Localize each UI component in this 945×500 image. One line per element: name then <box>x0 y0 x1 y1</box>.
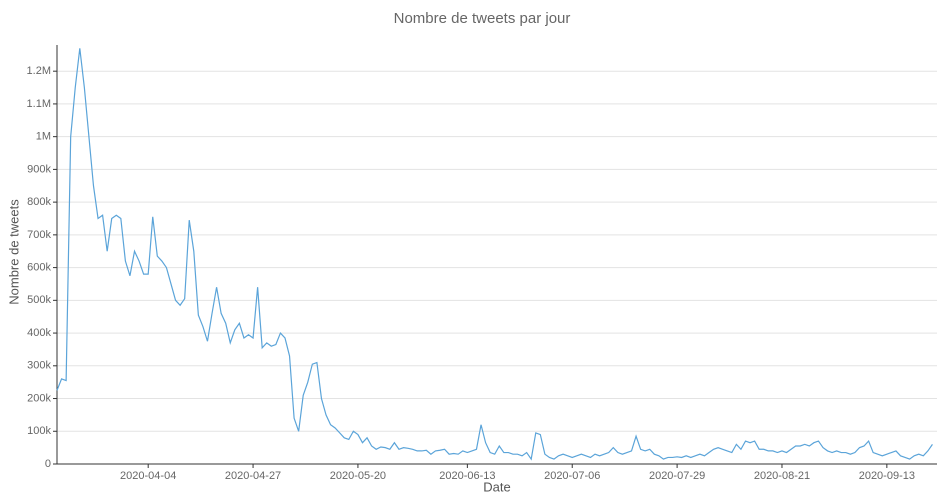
x-tick-label: 2020-05-20 <box>330 470 386 482</box>
y-tick-label: 500k <box>27 294 51 306</box>
y-axis-title: Nombre de tweets <box>6 199 21 305</box>
y-tick-label: 200k <box>27 392 51 404</box>
y-tick-label: 800k <box>27 196 51 208</box>
x-tick-label: 2020-04-27 <box>225 470 281 482</box>
y-tick-label: 0 <box>45 458 51 470</box>
y-tick-label: 900k <box>27 163 51 175</box>
chart-title: Nombre de tweets par jour <box>394 10 571 27</box>
y-tick-label: 1.1M <box>27 98 51 110</box>
y-tick-label: 700k <box>27 229 51 241</box>
data-line <box>56 48 933 461</box>
x-tick-label: 2020-08-21 <box>754 470 810 482</box>
y-tick-label: 1M <box>36 131 51 143</box>
y-tick-label: 400k <box>27 327 51 339</box>
y-tick-label: 600k <box>27 262 51 274</box>
x-tick-label: 2020-09-13 <box>859 470 915 482</box>
x-axis-title: Date <box>483 479 510 494</box>
y-tick-label: 100k <box>27 425 51 437</box>
x-tick-label: 2020-07-29 <box>649 470 705 482</box>
y-tick-label: 300k <box>27 360 51 372</box>
x-tick-label: 2020-06-13 <box>439 470 495 482</box>
x-tick-label: 2020-07-06 <box>544 470 600 482</box>
y-tick-label: 1.2M <box>27 65 51 77</box>
x-tick-label: 2020-04-04 <box>120 470 176 482</box>
